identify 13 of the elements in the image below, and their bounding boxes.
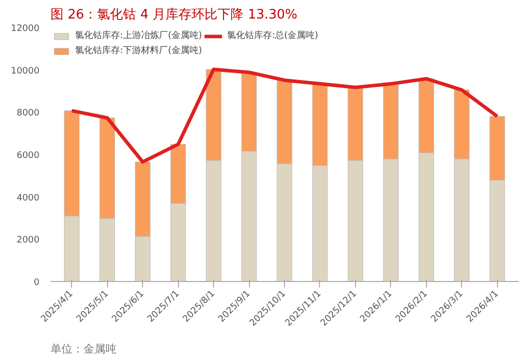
legend-label: 氯化钴库存:下游材料厂(金属吨): [75, 44, 202, 57]
y-tick-label: 4000: [16, 193, 40, 204]
line-series: [70, 68, 499, 164]
y-tick-label: 8000: [16, 108, 40, 119]
y-tick-label: 2000: [16, 236, 40, 246]
chart-title: 图 26：氯化钴 4 月库存环比下降 13.30%: [50, 8, 298, 22]
legend-label: 氯化钴库存:上游冶炼厂(金属吨): [75, 30, 202, 42]
y-tick-label: 10000: [10, 66, 40, 76]
text: 单位：金属吨: [50, 342, 116, 356]
legend-label: 氯化钴库存:总(金属吨): [227, 30, 318, 42]
y-tick-label: 6000: [16, 151, 40, 161]
y-tick-label: 12000: [10, 24, 40, 34]
y-tick-label: 0: [34, 278, 40, 288]
